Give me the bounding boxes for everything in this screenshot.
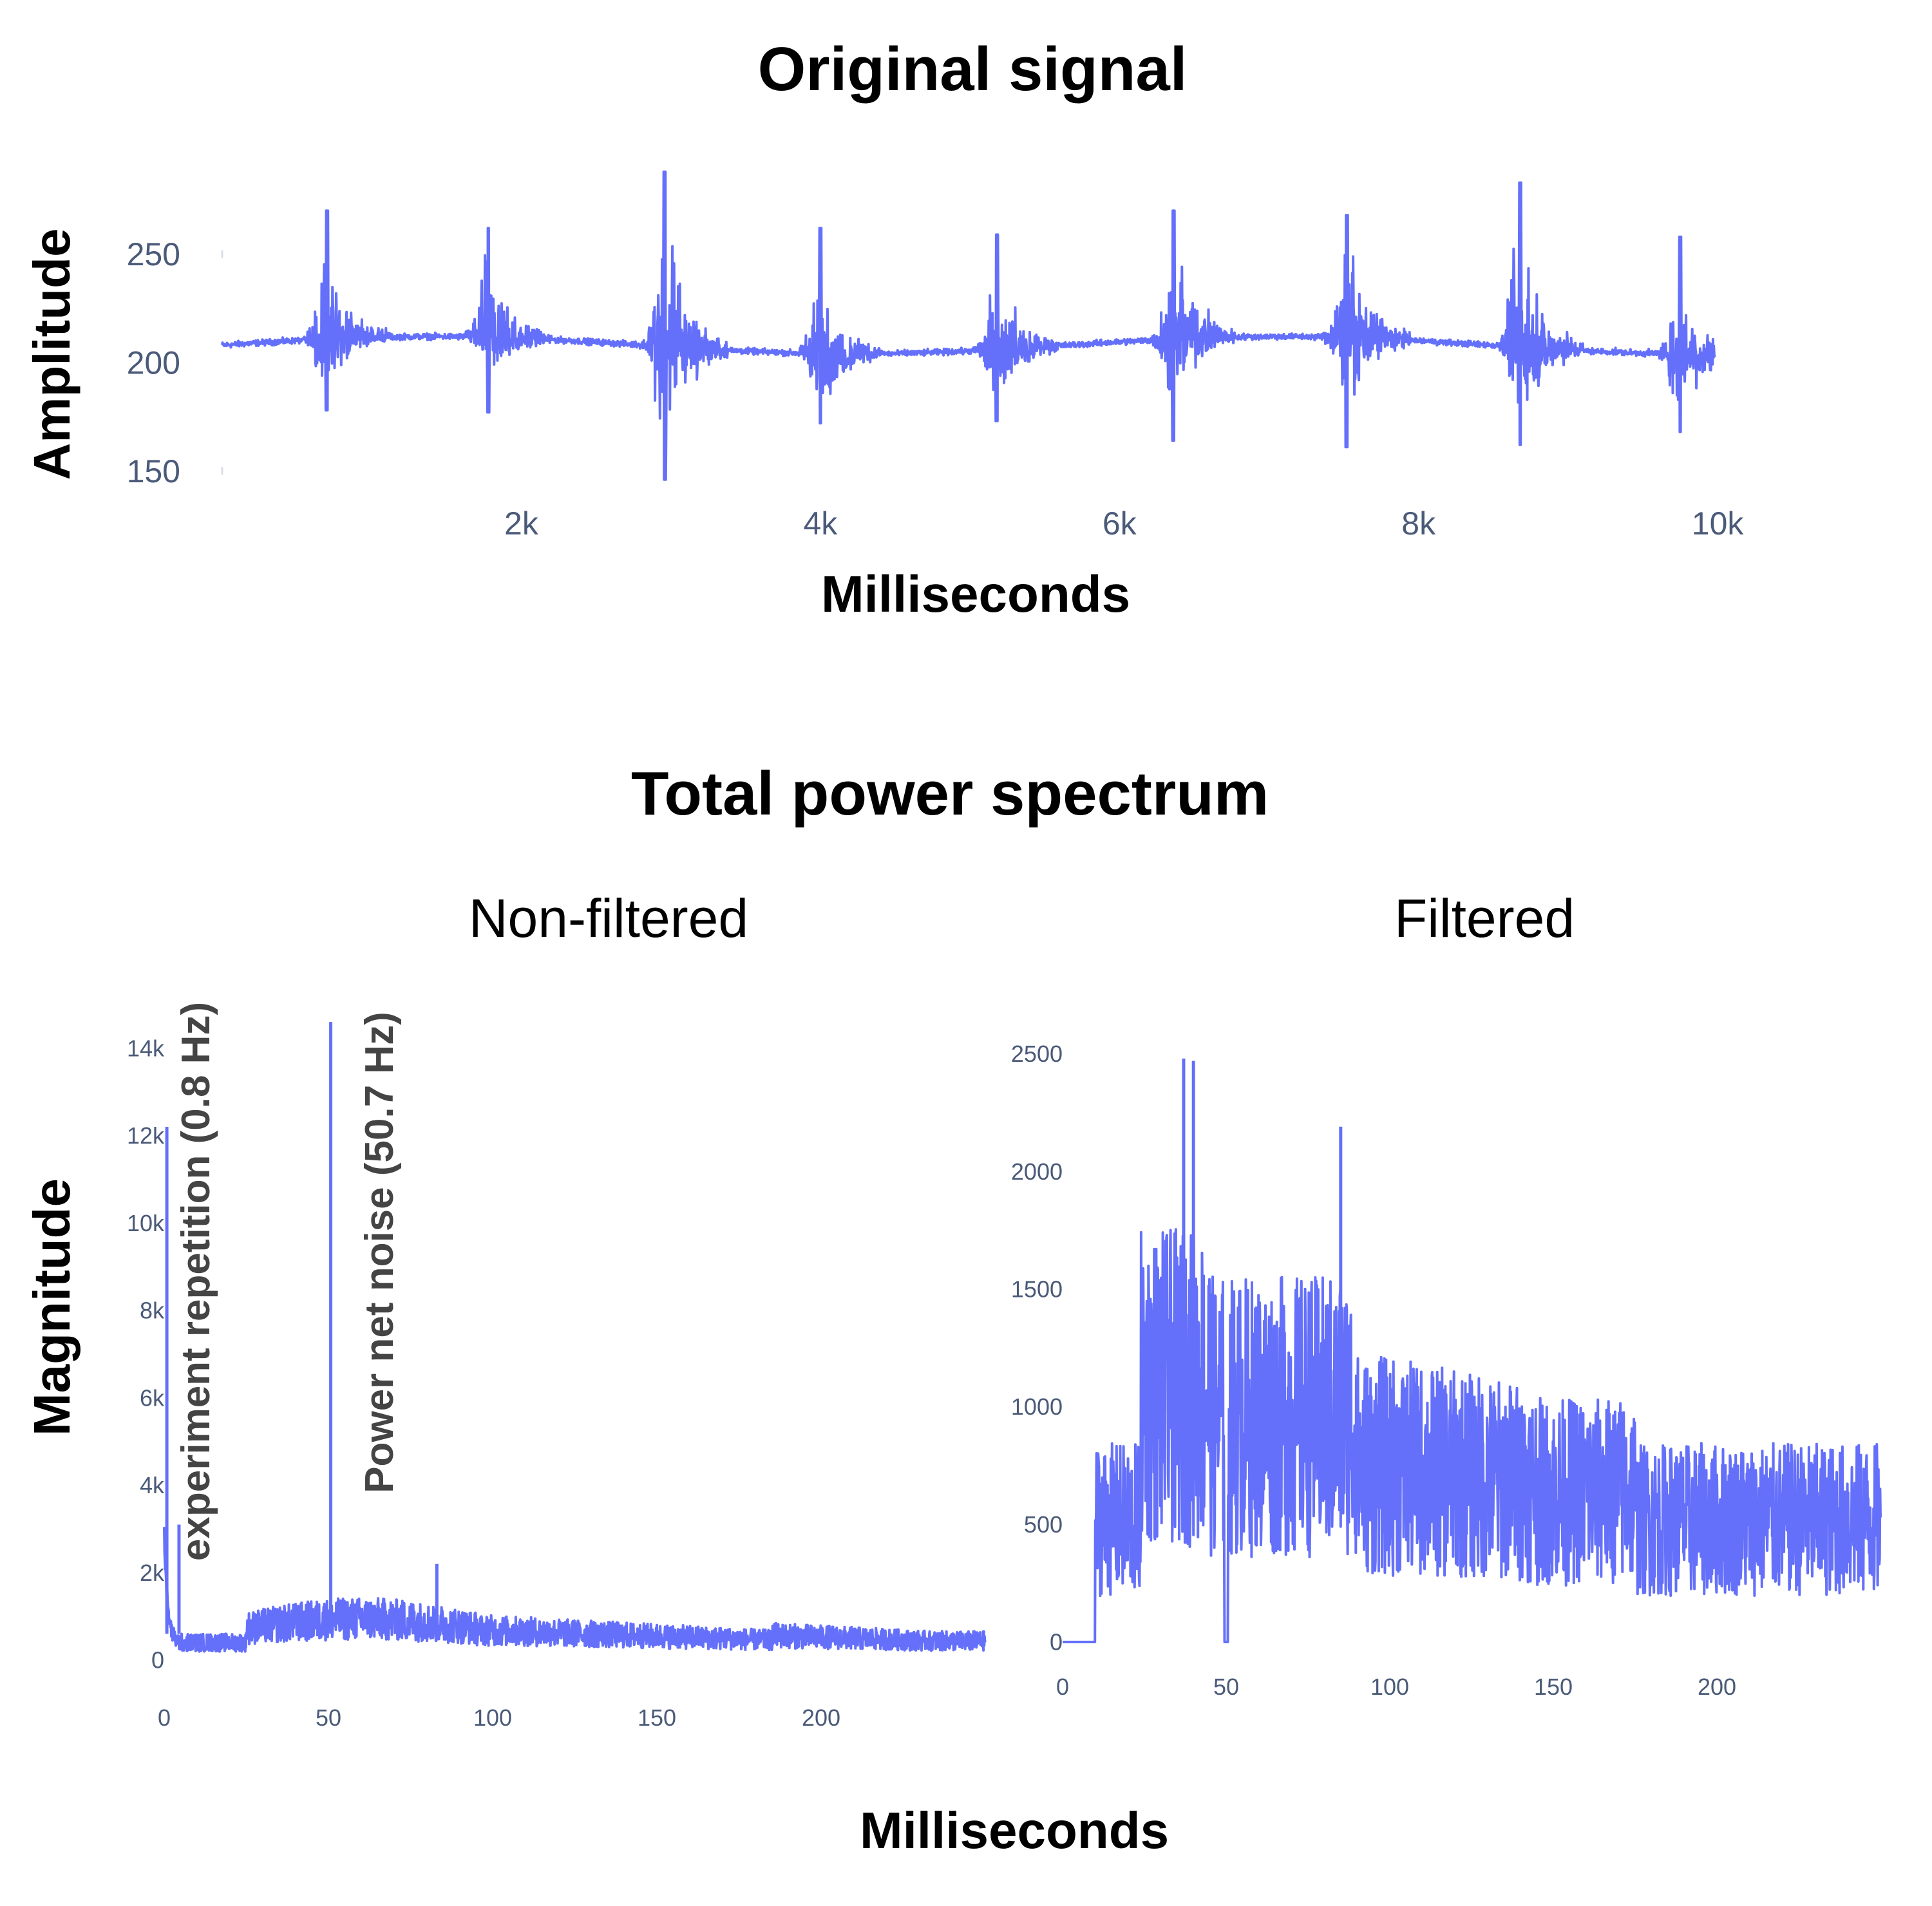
top-y-axis-label: Amplitude xyxy=(23,228,80,480)
filtered-y-tick-label: 1500 xyxy=(1011,1276,1063,1303)
non-filtered-y-tick-label: 2k xyxy=(140,1560,165,1586)
signal-line xyxy=(221,170,1716,481)
non-filtered-subtitle: Non-filtered xyxy=(469,888,748,948)
filtered-subtitle: Filtered xyxy=(1394,888,1575,948)
non-filtered-x-tick-label: 150 xyxy=(638,1704,676,1731)
original-x-tick-label: 10k xyxy=(1692,505,1745,542)
non-filtered-y-tick-label: 14k xyxy=(127,1035,165,1061)
original-y-tick-label: 150 xyxy=(127,453,180,489)
filtered-x-tick-label: 0 xyxy=(1056,1674,1069,1700)
filtered-x-tick-label: 150 xyxy=(1534,1674,1573,1700)
spectrum-line xyxy=(163,1527,987,1653)
filtered-y-tick-label: 2500 xyxy=(1011,1041,1063,1067)
non-filtered-y-tick-label: 10k xyxy=(127,1210,165,1236)
original-y-tick-label: 250 xyxy=(127,236,180,272)
non-filtered-x-tick-label: 100 xyxy=(473,1704,512,1731)
bottom-section-title: Total power spectrum xyxy=(631,759,1269,828)
filtered-x-tick-label: 200 xyxy=(1698,1674,1736,1700)
filtered-y-tick-label: 500 xyxy=(1024,1511,1063,1538)
original-x-tick-label: 4k xyxy=(803,505,838,542)
original-signal-plot: 2k 4k 6k 8k 10k 150 200 250 xyxy=(127,170,1745,542)
peak-annotation: experiment repetition (0.8 Hz) xyxy=(174,1002,218,1561)
bottom-x-axis-label: Milliseconds xyxy=(860,1802,1169,1859)
non-filtered-y-tick-label: 0 xyxy=(151,1647,164,1674)
filtered-y-tick-label: 2000 xyxy=(1011,1158,1063,1185)
filtered-x-tick-label: 100 xyxy=(1370,1674,1409,1700)
non-filtered-y-tick-label: 8k xyxy=(140,1297,165,1324)
original-x-tick-label: 8k xyxy=(1401,505,1436,542)
filtered-x-tick-label: 50 xyxy=(1213,1674,1239,1700)
non-filtered-spectrum-plot: 0 50 100 150 200 0 2k 4k 6k 8k 10k 12k 14k experiment… xyxy=(127,1002,987,1731)
filtered-y-tick-label: 0 xyxy=(1050,1629,1063,1656)
bottom-y-axis-label: Magnitude xyxy=(23,1178,80,1436)
top-chart-title: Original signal xyxy=(758,35,1188,104)
non-filtered-x-tick-label: 200 xyxy=(802,1704,840,1731)
top-x-axis-label: Milliseconds xyxy=(821,565,1130,623)
original-x-tick-label: 2k xyxy=(504,505,539,542)
non-filtered-y-tick-label: 4k xyxy=(140,1472,165,1498)
non-filtered-x-tick-label: 50 xyxy=(316,1704,341,1731)
spectrum-line xyxy=(1061,1228,1882,1643)
non-filtered-y-tick-label: 12k xyxy=(127,1122,165,1149)
original-y-tick-label: 200 xyxy=(127,345,180,381)
filtered-y-tick-label: 1000 xyxy=(1011,1393,1063,1420)
peak-annotation: Power net noise (50.7 Hz) xyxy=(357,1012,402,1493)
non-filtered-x-tick-label: 0 xyxy=(158,1704,171,1731)
original-x-tick-label: 6k xyxy=(1103,505,1137,542)
non-filtered-y-tick-label: 6k xyxy=(140,1384,165,1411)
